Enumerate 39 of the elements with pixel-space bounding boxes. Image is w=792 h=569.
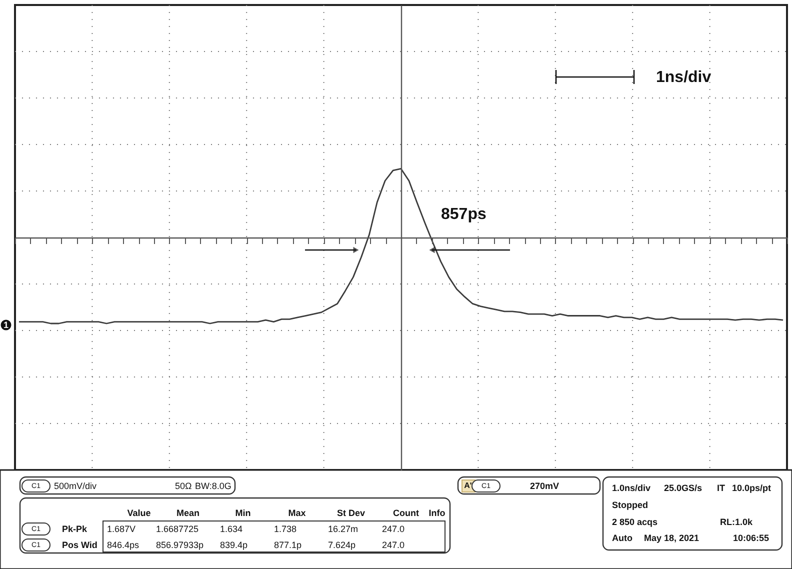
text: 846.4ps: [107, 540, 140, 550]
text: A': [464, 481, 472, 490]
text: 1.0ns/div: [612, 483, 651, 493]
text: Count: [393, 508, 419, 518]
text: 1: [3, 320, 9, 330]
text: Info: [428, 508, 446, 518]
text: 1ns/div: [656, 69, 712, 86]
text: 1.687V: [107, 524, 136, 534]
text: 1.6687725: [156, 524, 199, 534]
text: St Dev: [336, 508, 366, 518]
text: 856.97933p: [156, 540, 204, 550]
text: 839.4p: [220, 540, 248, 550]
text: 1.634: [220, 524, 243, 534]
text: Value: [127, 508, 151, 518]
text: Min: [235, 508, 251, 518]
text: 877.1p: [274, 540, 302, 550]
text: 1.738: [274, 524, 297, 534]
text: Max: [288, 508, 306, 518]
text: 25.0GS/s: [664, 483, 702, 493]
text: 500mV/div: [54, 481, 98, 491]
text: 16.27m: [328, 524, 358, 534]
text: Auto: [612, 533, 633, 543]
text: RL:1.0k: [720, 517, 754, 527]
text: May 18, 2021: [644, 533, 700, 543]
text: 247.0: [382, 524, 405, 534]
text: Pos Wid: [62, 540, 98, 550]
text: Pk-Pk: [62, 524, 88, 534]
annotation: 857ps: [441, 206, 486, 223]
text: IT: [717, 483, 726, 493]
text: 2 850 acqs: [612, 517, 658, 527]
text: Mean: [176, 508, 200, 518]
text: 50Ω: [175, 481, 192, 491]
text: 247.0: [382, 540, 405, 550]
text: 10:06:55: [733, 533, 770, 543]
text: 7.624p: [328, 540, 356, 550]
text: 270mV: [530, 481, 560, 491]
text: 10.0ps/pt: [732, 483, 772, 493]
text: Stopped: [612, 500, 648, 510]
text: BW:8.0G: [195, 481, 232, 491]
